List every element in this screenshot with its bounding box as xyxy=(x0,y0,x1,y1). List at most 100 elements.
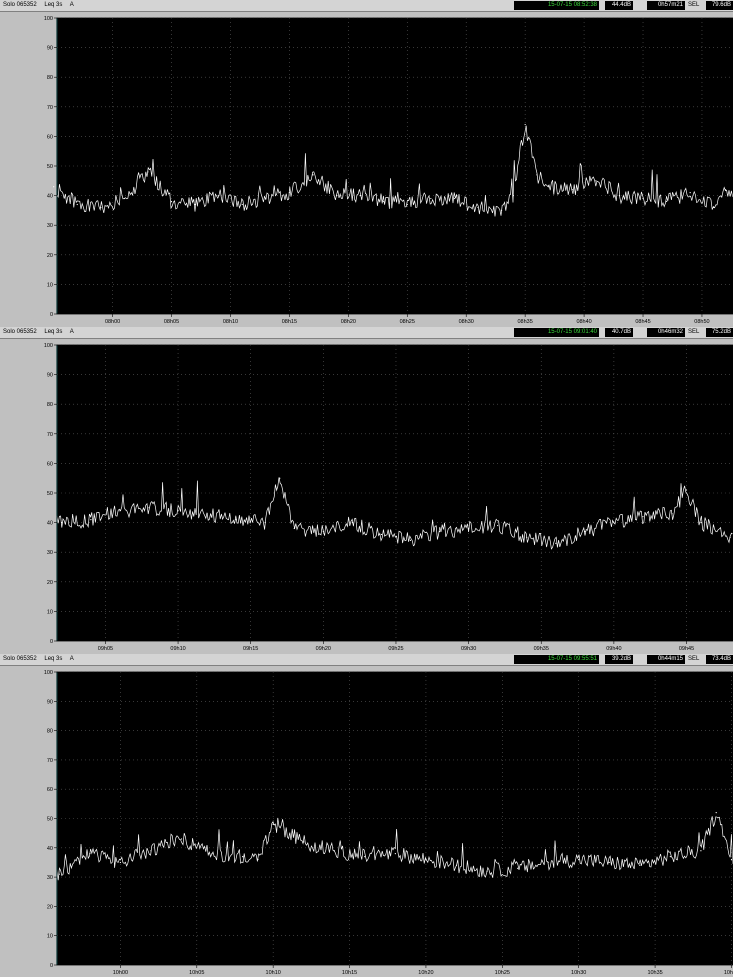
data-point xyxy=(147,171,149,173)
data-point xyxy=(272,823,274,825)
x-tick-label: 10h15 xyxy=(342,970,357,976)
data-point xyxy=(383,200,385,203)
data-point xyxy=(119,861,121,864)
level-readout: 39.2dB xyxy=(605,655,633,664)
y-tick-label: 60 xyxy=(47,134,53,140)
data-point xyxy=(288,192,291,194)
device-label: Solo 065352 xyxy=(3,329,37,335)
data-point xyxy=(177,510,179,512)
data-point xyxy=(257,858,259,861)
y-tick-label: 20 xyxy=(47,580,53,586)
y-tick-label: 60 xyxy=(47,461,53,467)
weighting-label: A xyxy=(69,2,74,8)
x-tick-label: 09h05 xyxy=(98,646,113,652)
y-tick-label: 40 xyxy=(47,846,53,852)
x-tick-label: 08h25 xyxy=(400,319,415,325)
line-chart-2[interactable]: 0 10 20 30 40 50 60 70 80 90 100 09h05 09h10 09h15 09h… xyxy=(0,339,733,653)
y-tick-label: 70 xyxy=(47,105,53,111)
data-point xyxy=(618,195,621,197)
x-tick-label: 10h00 xyxy=(113,970,128,976)
data-point xyxy=(715,812,717,814)
data-point xyxy=(500,209,503,211)
level-readout: 40.7dB xyxy=(605,328,633,337)
sel-label: SEL xyxy=(688,2,700,8)
duration-readout: 0h46m32 xyxy=(647,328,685,337)
data-point xyxy=(689,192,691,194)
x-tick-label: 08h05 xyxy=(164,319,179,325)
plot-frame xyxy=(56,344,733,642)
x-tick-label: 10h40 xyxy=(724,970,733,976)
x-tick-label: 09h45 xyxy=(679,646,694,652)
data-point xyxy=(53,186,55,188)
x-tick-label: 10h30 xyxy=(571,970,586,976)
x-tick-label: 09h40 xyxy=(606,646,621,652)
data-point xyxy=(425,858,427,861)
data-point xyxy=(89,853,91,855)
data-point xyxy=(364,855,366,858)
chart-panel-2: Solo 065352 Leq 3s A 15-07-15 09:01:40 4… xyxy=(0,327,733,653)
sel-readout: 75.2dB xyxy=(706,328,733,337)
y-tick-label: 0 xyxy=(50,963,53,969)
weighting-label: A xyxy=(69,329,74,335)
data-point xyxy=(170,200,173,203)
data-point xyxy=(671,513,673,515)
series-line xyxy=(56,816,733,881)
data-point xyxy=(526,536,528,538)
x-tick-label: 09h35 xyxy=(534,646,549,652)
data-point xyxy=(700,522,702,524)
x-tick-label: 10h35 xyxy=(647,970,662,976)
data-point xyxy=(394,853,396,855)
y-tick-label: 100 xyxy=(44,16,53,22)
y-tick-label: 30 xyxy=(47,875,53,881)
line-chart-1[interactable]: 0 10 20 30 40 50 60 70 80 90 100 08h00 08h05 08h10 08h… xyxy=(0,12,733,326)
y-tick-label: 40 xyxy=(47,521,53,527)
x-tick-label: 10h25 xyxy=(495,970,510,976)
data-point xyxy=(512,195,514,197)
x-tick-label: 08h20 xyxy=(341,319,356,325)
timestamp-readout: 15-07-15 09:55:51 xyxy=(514,655,599,664)
data-point xyxy=(312,174,314,176)
data-point xyxy=(242,855,244,858)
data-point xyxy=(455,864,458,866)
y-tick-label: 70 xyxy=(47,432,53,438)
y-tick-label: 20 xyxy=(47,904,53,910)
data-point xyxy=(486,870,488,872)
y-tick-label: 80 xyxy=(47,75,53,81)
measure-label: Leq 3s xyxy=(44,2,63,8)
weighting-label: A xyxy=(69,656,74,662)
data-point xyxy=(555,542,557,544)
y-tick-label: 50 xyxy=(47,164,53,170)
y-tick-label: 50 xyxy=(47,817,53,823)
data-point xyxy=(713,206,715,209)
y-tick-label: 90 xyxy=(47,699,53,705)
data-point xyxy=(430,197,432,200)
y-tick-label: 30 xyxy=(47,223,53,229)
data-point xyxy=(477,206,479,209)
measure-label: Leq 3s xyxy=(44,656,63,662)
plot-frame xyxy=(56,17,733,315)
y-tick-label: 10 xyxy=(47,934,53,940)
sel-label: SEL xyxy=(688,656,700,662)
data-point xyxy=(548,186,550,188)
data-point xyxy=(211,853,213,855)
data-point xyxy=(148,507,150,509)
data-point xyxy=(123,197,125,200)
sel-readout: 79.6dB xyxy=(706,1,733,10)
data-point xyxy=(685,489,688,491)
line-chart-3[interactable]: 0 10 20 30 40 50 60 70 80 90 100 10h00 10h05 10h10 10h… xyxy=(0,666,733,977)
data-point xyxy=(642,197,644,200)
y-tick-label: 50 xyxy=(47,491,53,497)
x-tick-label: 09h15 xyxy=(243,646,258,652)
data-point xyxy=(536,174,538,176)
x-tick-label: 08h00 xyxy=(105,319,120,325)
data-point xyxy=(571,189,573,191)
data-point xyxy=(578,858,580,861)
data-point xyxy=(90,519,92,521)
data-point xyxy=(61,522,63,524)
y-tick-label: 80 xyxy=(47,729,53,735)
data-point xyxy=(235,519,237,521)
x-tick-label: 10h05 xyxy=(189,970,204,976)
data-point xyxy=(218,195,220,197)
data-point xyxy=(608,861,610,864)
data-point xyxy=(406,203,408,206)
